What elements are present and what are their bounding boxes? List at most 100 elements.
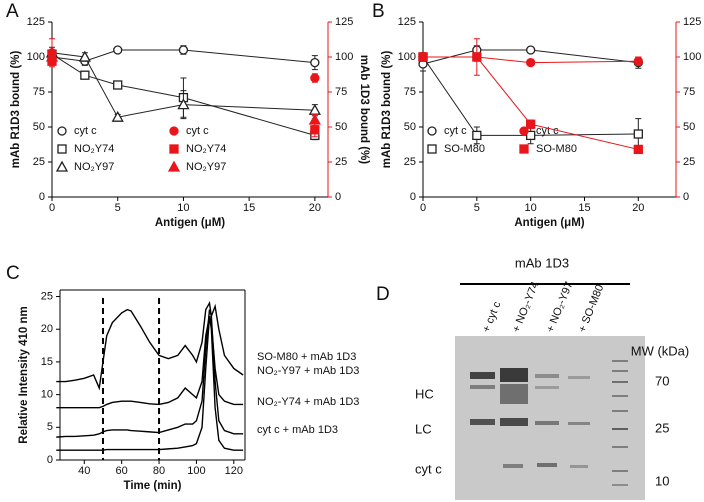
y-axis-label: mAb R1D3 bound (%) xyxy=(381,51,393,169)
y2-tick-label: 25 xyxy=(335,156,347,168)
y-tick-label: 15 xyxy=(41,356,53,368)
trace-label: cyt c + mAb 1D3 xyxy=(257,424,338,436)
y2-tick-label: 125 xyxy=(683,16,701,28)
x-tick-label: 20 xyxy=(309,202,321,214)
x-tick-label: 80 xyxy=(153,465,165,477)
series-line xyxy=(422,56,639,136)
y-tick-label: 100 xyxy=(398,51,416,63)
trace-label: SO-M80 + mAb 1D3 xyxy=(257,351,356,363)
x-tick-label: 40 xyxy=(78,465,90,477)
data-point xyxy=(526,130,536,141)
mw-label: 10 xyxy=(655,473,669,488)
y2-tick-label: 75 xyxy=(683,86,695,98)
band-label: cyt c xyxy=(415,461,442,476)
y-tick-label: 125 xyxy=(27,16,45,28)
trace-label: NO₂-Y97 + mAb 1D3 xyxy=(257,365,359,377)
y2-axis-label: mAb 1D3 bound (%) xyxy=(358,55,370,164)
data-point xyxy=(472,130,482,141)
data-point xyxy=(308,113,321,125)
y-tick-label: 75 xyxy=(33,86,45,98)
legend-marker xyxy=(427,144,437,154)
x-axis-label: Time (min) xyxy=(124,480,182,492)
legend-label: NO₂Y97 xyxy=(186,161,226,173)
y-tick-label: 0 xyxy=(39,191,45,203)
x-tick-label: 60 xyxy=(116,465,128,477)
data-point xyxy=(78,50,91,62)
gel-image xyxy=(455,336,645,500)
gel-title: mAb 1D3 xyxy=(515,255,569,270)
x-axis-label: Antigen (μM) xyxy=(514,217,584,229)
panel-letter: B xyxy=(372,1,385,22)
legend-label: cyt c xyxy=(536,125,559,137)
x-tick-label: 10 xyxy=(525,202,537,214)
lane-label: + NO₂-Y74 xyxy=(510,280,541,334)
legend-label: NO₂Y74 xyxy=(74,143,114,155)
x-tick-label: 120 xyxy=(225,465,243,477)
y-tick-label: 25 xyxy=(33,156,45,168)
data-point xyxy=(418,52,428,62)
band-label: HC xyxy=(415,386,434,401)
y2-tick-label: 50 xyxy=(335,121,347,133)
lane-label: + cyt c xyxy=(480,299,503,334)
x-tick-label: 5 xyxy=(115,202,121,214)
panel-letter: D xyxy=(376,284,390,305)
data-point xyxy=(177,98,190,110)
data-point xyxy=(45,50,59,62)
x-axis-label: Antigen (μM) xyxy=(155,217,225,229)
x-tick-label: 15 xyxy=(578,202,590,214)
x-tick-label: 5 xyxy=(474,202,480,214)
y-tick-label: 0 xyxy=(47,454,53,466)
legend-marker xyxy=(169,144,179,154)
data-point xyxy=(310,73,320,83)
lane-label: + NO₂-Y97 xyxy=(544,280,575,334)
y2-tick-label: 100 xyxy=(683,51,701,63)
data-point xyxy=(633,129,643,139)
data-point xyxy=(472,52,482,62)
legend-marker xyxy=(519,126,529,136)
data-point xyxy=(310,57,320,68)
y2-tick-label: 50 xyxy=(683,121,695,133)
y2-tick-label: 75 xyxy=(335,86,347,98)
legend-label: cyt c xyxy=(74,125,97,137)
data-point xyxy=(633,56,643,66)
y-tick-label: 5 xyxy=(47,421,53,433)
trace-label: NO₂-Y74 + mAb 1D3 xyxy=(257,396,359,408)
x-tick-label: 100 xyxy=(187,465,205,477)
y-tick-label: 25 xyxy=(404,156,416,168)
x-tick-label: 0 xyxy=(49,202,55,214)
x-tick-label: 10 xyxy=(177,202,189,214)
data-point xyxy=(80,70,90,80)
data-point xyxy=(310,125,320,135)
legend-marker xyxy=(167,160,181,172)
y-tick-label: 25 xyxy=(41,290,53,302)
data-point xyxy=(526,119,536,129)
legend-marker xyxy=(169,126,179,136)
series-line xyxy=(56,300,244,391)
legend-marker xyxy=(55,160,69,172)
data-point xyxy=(178,45,189,55)
y-tick-label: 125 xyxy=(398,16,416,28)
data-point xyxy=(111,110,124,122)
x-tick-label: 0 xyxy=(420,202,426,214)
legend-label: cyt c xyxy=(444,125,467,137)
legend-marker xyxy=(519,144,529,154)
legend-marker xyxy=(427,126,437,136)
lane-label: + SO-M80 xyxy=(576,283,606,334)
y2-tick-label: 100 xyxy=(335,51,353,63)
legend-label: SO-M80 xyxy=(444,143,485,155)
y-axis-label: mAb R1D3 bound (%) xyxy=(10,51,22,169)
y-tick-label: 75 xyxy=(404,86,416,98)
data-point xyxy=(526,57,536,68)
legend-marker xyxy=(57,144,67,154)
y-tick-label: 50 xyxy=(33,121,45,133)
y2-tick-label: 25 xyxy=(683,156,695,168)
data-point xyxy=(113,45,123,55)
y-tick-label: 100 xyxy=(27,51,45,63)
series-line xyxy=(56,315,244,409)
y-tick-label: 20 xyxy=(41,323,53,335)
y-tick-label: 50 xyxy=(404,121,416,133)
y-axis-label: Relative Intensity 410 nm xyxy=(18,306,30,443)
data-point xyxy=(633,144,643,155)
legend-label: SO-M80 xyxy=(536,143,577,155)
